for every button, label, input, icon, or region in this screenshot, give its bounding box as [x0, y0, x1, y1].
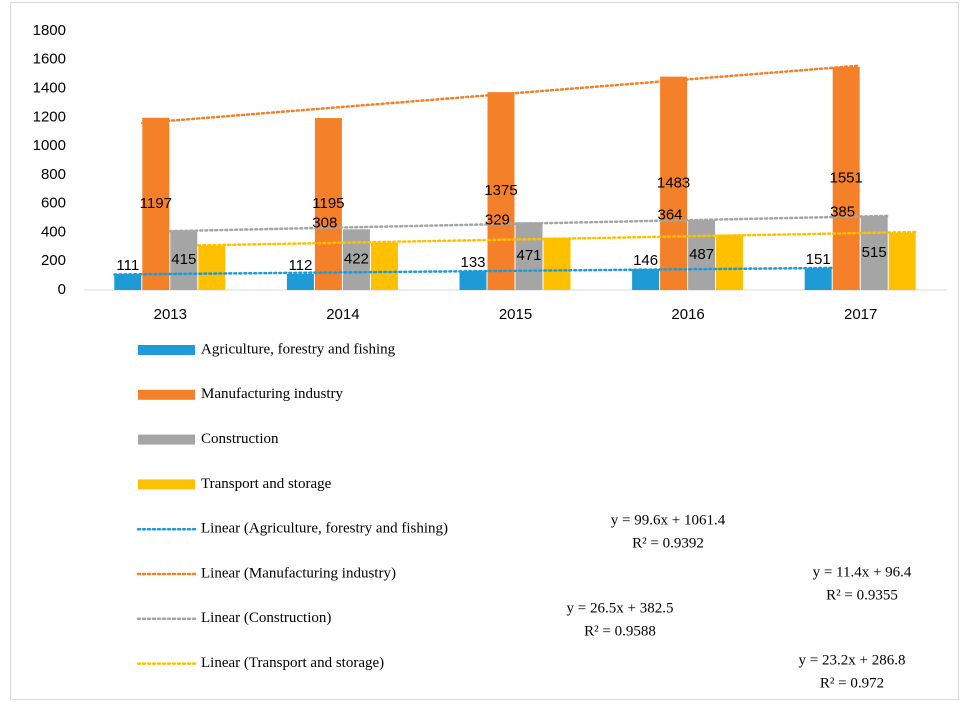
legend-label: Linear (Transport and storage)	[201, 655, 384, 671]
legend-label: Linear (Construction)	[201, 610, 331, 626]
bar	[543, 237, 571, 290]
trend-r2: R² = 0.9588	[584, 623, 656, 639]
data-label: 415	[171, 251, 196, 268]
trendline	[141, 64, 861, 125]
bar	[515, 222, 543, 290]
y-tick-label: 600	[41, 195, 66, 212]
data-label: 385	[830, 204, 855, 221]
y-tick-label: 0	[58, 281, 66, 298]
legend-swatch	[138, 434, 195, 445]
bar	[632, 268, 660, 290]
data-label: 1195	[312, 195, 344, 212]
data-label: 329	[485, 212, 510, 229]
bar	[660, 76, 688, 290]
y-tick-label: 1800	[33, 22, 66, 39]
bar	[860, 215, 888, 290]
trend-r2: R² = 0.972	[820, 675, 884, 691]
y-tick-label: 1600	[33, 51, 66, 68]
x-tick-label: 2015	[499, 306, 532, 323]
data-label: 151	[806, 251, 831, 268]
legend-label: Linear (Manufacturing industry)	[201, 565, 396, 581]
trend-equation: y = 26.5x + 382.5	[567, 600, 674, 616]
bar	[286, 273, 314, 290]
bar	[459, 270, 487, 290]
bar	[342, 229, 370, 290]
data-label: 308	[312, 215, 337, 232]
legend-swatch	[138, 345, 195, 355]
x-tick-label: 2013	[154, 306, 187, 323]
bar	[114, 274, 142, 290]
y-tick-label: 800	[41, 166, 66, 183]
x-tick-label: 2016	[671, 306, 704, 323]
data-label: 364	[657, 207, 682, 224]
chart-frame	[10, 2, 959, 700]
trend-equation: y = 11.4x + 96.4	[813, 564, 912, 580]
trend-r2: R² = 0.9355	[826, 587, 898, 603]
trendline	[113, 266, 833, 276]
legend-swatch	[138, 389, 195, 400]
data-label: 111	[116, 257, 139, 274]
bar	[487, 92, 515, 291]
legend-label: Manufacturing industry	[201, 386, 344, 402]
bar	[142, 117, 170, 290]
y-tick-label: 1000	[33, 137, 66, 154]
bar	[888, 233, 916, 290]
data-label: 133	[460, 254, 485, 271]
bar	[370, 242, 398, 290]
y-tick-label: 1400	[33, 80, 66, 97]
x-tick-label: 2014	[326, 306, 359, 323]
legend-label: Agriculture, forestry and fishing	[201, 341, 396, 357]
trend-equation: y = 23.2x + 286.8	[799, 652, 906, 668]
y-tick-label: 1200	[33, 108, 66, 125]
bar	[804, 268, 832, 290]
bar	[314, 118, 342, 290]
legend-label: Linear (Agriculture, forestry and fishin…	[201, 521, 448, 537]
legend-label: Transport and storage	[201, 476, 332, 492]
bar	[832, 66, 860, 290]
bar	[170, 230, 198, 290]
bar	[716, 234, 744, 290]
legend-swatch	[138, 479, 195, 490]
data-label: 1375	[484, 182, 517, 199]
data-label: 487	[689, 246, 714, 263]
trend-equation: y = 99.6x + 1061.4	[611, 512, 726, 528]
data-label: 146	[633, 252, 658, 269]
data-label: 515	[862, 244, 887, 261]
trend-r2: R² = 0.9392	[632, 535, 704, 551]
legend-label: Construction	[201, 431, 279, 447]
x-tick-label: 2017	[844, 306, 877, 323]
bar	[688, 219, 716, 290]
data-label: 1551	[830, 169, 863, 186]
trendline	[197, 230, 917, 247]
data-label: 1197	[140, 195, 172, 212]
data-label: 471	[516, 247, 541, 264]
bar	[198, 245, 226, 290]
y-tick-label: 400	[41, 223, 66, 240]
y-tick-label: 200	[41, 252, 66, 269]
trendline	[169, 214, 889, 233]
data-label: 422	[344, 251, 369, 268]
data-label: 1483	[657, 174, 690, 191]
data-label: 112	[288, 257, 312, 274]
